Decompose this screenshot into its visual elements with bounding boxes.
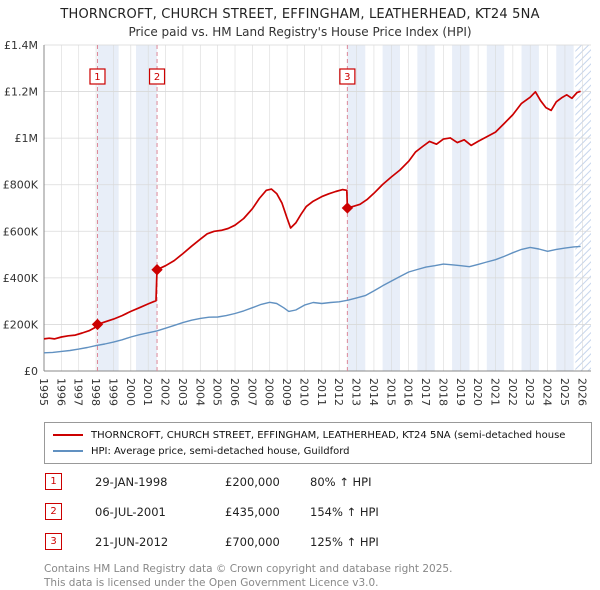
sale-number-badge: 1 (45, 473, 62, 490)
svg-text:2010: 2010 (297, 378, 310, 406)
sale-row-1: 1 29-JAN-1998 £200,000 80% ↑ HPI (45, 473, 600, 490)
svg-text:2005: 2005 (211, 378, 224, 406)
svg-text:2013: 2013 (350, 378, 363, 406)
svg-text:£600K: £600K (3, 225, 39, 238)
sale-hpi-delta: 154% ↑ HPI (310, 504, 379, 519)
chart-legend: THORNCROFT, CHURCH STREET, EFFINGHAM, LE… (44, 422, 592, 464)
svg-text:£1.4M: £1.4M (4, 39, 38, 52)
legend-label-hpi: HPI: Average price, semi-detached house,… (91, 445, 350, 457)
sale-price: £435,000 (225, 504, 280, 519)
footer-line-2: This data is licensed under the Open Gov… (44, 576, 379, 589)
svg-text:£200K: £200K (3, 318, 39, 331)
svg-text:£400K: £400K (3, 272, 39, 285)
sale-date: 29-JAN-1998 (95, 474, 168, 489)
svg-text:2018: 2018 (436, 378, 449, 406)
svg-text:2008: 2008 (263, 378, 276, 406)
sale-number-badge: 3 (45, 533, 62, 550)
svg-text:2000: 2000 (124, 378, 137, 406)
legend-swatch-hpi-line (53, 449, 83, 453)
svg-text:£1M: £1M (15, 132, 39, 145)
svg-text:2015: 2015 (384, 378, 397, 406)
svg-text:£0: £0 (24, 365, 38, 378)
svg-text:2023: 2023 (523, 378, 536, 406)
svg-text:2006: 2006 (228, 378, 241, 406)
svg-text:2026: 2026 (575, 378, 588, 406)
sale-hpi-delta: 125% ↑ HPI (310, 534, 379, 549)
svg-text:2021: 2021 (488, 378, 501, 406)
svg-text:2007: 2007 (245, 378, 258, 406)
svg-text:2019: 2019 (454, 378, 467, 406)
sale-date: 21-JUN-2012 (95, 534, 169, 549)
svg-text:3: 3 (344, 72, 350, 83)
sale-date: 06-JUL-2001 (95, 504, 166, 519)
license-footer: Contains HM Land Registry data © Crown c… (44, 563, 600, 590)
svg-text:2020: 2020 (471, 378, 484, 406)
legend-item-price: THORNCROFT, CHURCH STREET, EFFINGHAM, LE… (53, 427, 583, 443)
svg-text:2011: 2011 (315, 378, 328, 406)
svg-text:1998: 1998 (89, 378, 102, 406)
svg-text:2: 2 (154, 72, 160, 83)
price-history-chart: £0 £200K £400K £600K £800K £1M £1.2M £1.4M 1995 1… (3, 39, 591, 406)
chart-subtitle: Price paid vs. HM Land Registry's House … (128, 25, 472, 39)
svg-text:2004: 2004 (193, 378, 206, 406)
svg-text:2016: 2016 (402, 378, 415, 406)
svg-text:2009: 2009 (280, 378, 293, 406)
sale-price: £700,000 (225, 534, 280, 549)
svg-text:1996: 1996 (54, 378, 67, 406)
footer-line-1: Contains HM Land Registry data © Crown c… (44, 563, 453, 575)
svg-text:2001: 2001 (141, 378, 154, 406)
svg-text:1: 1 (94, 72, 100, 83)
svg-text:£1.2M: £1.2M (4, 86, 38, 99)
svg-text:1997: 1997 (72, 378, 85, 406)
svg-text:2012: 2012 (332, 378, 345, 406)
svg-text:2002: 2002 (159, 378, 172, 406)
sale-row-2: 2 06-JUL-2001 £435,000 154% ↑ HPI (45, 503, 600, 520)
svg-text:2022: 2022 (506, 378, 519, 406)
sale-number-badge: 2 (45, 503, 62, 520)
svg-text:£800K: £800K (3, 179, 39, 192)
sale-row-3: 3 21-JUN-2012 £700,000 125% ↑ HPI (45, 533, 600, 550)
svg-text:2025: 2025 (558, 378, 571, 406)
chart-title: THORNCROFT, CHURCH STREET, EFFINGHAM, LE… (60, 7, 540, 22)
sale-price: £200,000 (225, 474, 280, 489)
svg-text:2014: 2014 (367, 378, 380, 406)
svg-text:1995: 1995 (37, 378, 50, 406)
legend-label-price: THORNCROFT, CHURCH STREET, EFFINGHAM, LE… (91, 429, 566, 441)
legend-item-hpi: HPI: Average price, semi-detached house,… (53, 443, 583, 459)
svg-text:1999: 1999 (106, 378, 119, 406)
svg-text:2017: 2017 (419, 378, 432, 406)
svg-text:2003: 2003 (176, 378, 189, 406)
legend-swatch-price-line (53, 433, 83, 437)
sales-table: 1 29-JAN-1998 £200,000 80% ↑ HPI 2 06-JU… (0, 473, 600, 550)
sale-hpi-delta: 80% ↑ HPI (310, 474, 372, 489)
svg-text:2024: 2024 (541, 378, 554, 406)
